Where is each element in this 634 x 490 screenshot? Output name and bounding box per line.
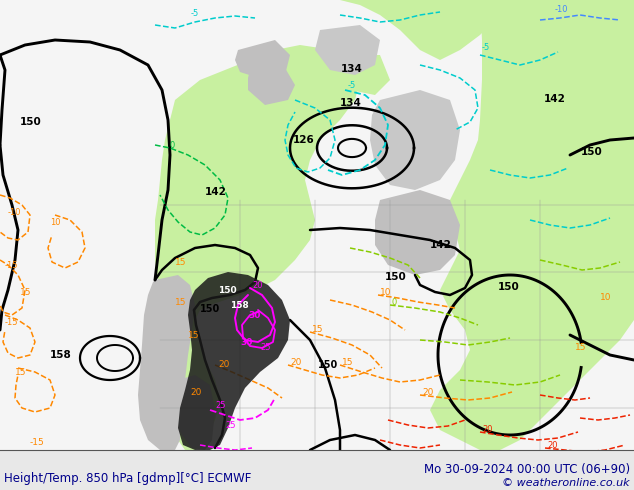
Text: 30: 30: [240, 338, 252, 347]
Text: -5: -5: [191, 9, 199, 18]
Text: 15: 15: [188, 331, 200, 340]
Text: 142: 142: [205, 187, 227, 197]
Text: 25: 25: [260, 343, 271, 352]
Text: 150: 150: [200, 304, 220, 314]
Text: 134: 134: [340, 98, 362, 108]
Polygon shape: [248, 68, 295, 105]
Text: 20: 20: [547, 441, 557, 450]
Polygon shape: [0, 0, 634, 450]
Text: 150: 150: [385, 272, 407, 282]
Text: 10: 10: [600, 293, 612, 302]
Text: 10: 10: [380, 288, 392, 297]
Text: 20: 20: [482, 425, 493, 434]
Text: 20: 20: [190, 388, 202, 397]
Polygon shape: [175, 375, 215, 450]
Text: -15: -15: [5, 318, 18, 327]
Polygon shape: [235, 40, 290, 80]
Polygon shape: [375, 190, 460, 275]
Text: 0: 0: [170, 141, 175, 150]
Text: -5: -5: [348, 81, 356, 90]
Text: © weatheronline.co.uk: © weatheronline.co.uk: [502, 478, 630, 488]
Text: 150: 150: [20, 117, 42, 127]
Text: 150: 150: [318, 360, 338, 370]
Text: 20: 20: [252, 281, 262, 290]
Text: 15: 15: [312, 325, 323, 334]
Text: 150: 150: [218, 286, 236, 295]
Text: -10: -10: [8, 208, 22, 217]
Text: 158: 158: [230, 301, 249, 310]
Text: 25: 25: [225, 421, 235, 430]
Polygon shape: [330, 55, 390, 95]
Text: 0: 0: [392, 298, 398, 307]
Polygon shape: [155, 45, 360, 450]
Text: 25: 25: [215, 401, 226, 410]
Text: 20: 20: [290, 358, 301, 367]
Text: 15: 15: [175, 258, 186, 267]
Text: Mo 30-09-2024 00:00 UTC (06+90): Mo 30-09-2024 00:00 UTC (06+90): [424, 463, 630, 476]
Text: 158: 158: [50, 350, 72, 360]
Text: 20: 20: [422, 388, 434, 397]
Text: 15: 15: [15, 368, 27, 377]
Text: 142: 142: [430, 240, 452, 250]
Text: Height/Temp. 850 hPa [gdmp][°C] ECMWF: Height/Temp. 850 hPa [gdmp][°C] ECMWF: [4, 472, 251, 485]
Polygon shape: [178, 272, 290, 450]
Text: 126: 126: [294, 135, 315, 145]
Text: 134: 134: [341, 64, 363, 74]
Text: -5: -5: [482, 43, 490, 52]
Text: 150: 150: [498, 282, 520, 292]
Text: -15: -15: [5, 261, 18, 270]
Text: 30: 30: [248, 311, 261, 320]
Polygon shape: [138, 275, 195, 450]
Polygon shape: [0, 450, 634, 490]
Text: 142: 142: [544, 94, 566, 104]
Text: 15: 15: [342, 358, 354, 367]
Polygon shape: [370, 90, 460, 190]
Text: 15: 15: [20, 288, 32, 297]
Text: -15: -15: [30, 438, 45, 447]
Text: 15: 15: [575, 343, 586, 352]
Text: 20: 20: [218, 360, 230, 369]
Polygon shape: [430, 0, 634, 450]
Polygon shape: [310, 0, 634, 60]
Text: -10: -10: [555, 5, 569, 14]
Polygon shape: [315, 25, 380, 75]
Text: 15: 15: [175, 298, 186, 307]
Text: 150: 150: [581, 147, 603, 157]
Text: 10: 10: [50, 218, 60, 227]
